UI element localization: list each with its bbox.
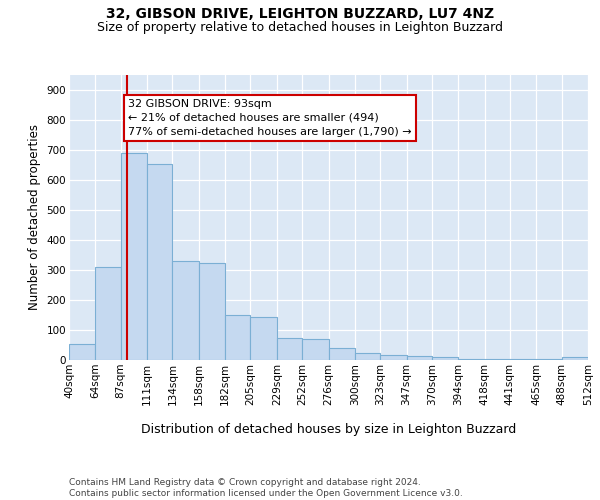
Bar [432, 357, 458, 360]
Bar [355, 352, 380, 360]
Bar [147, 164, 172, 360]
Text: Distribution of detached houses by size in Leighton Buzzard: Distribution of detached houses by size … [141, 422, 517, 436]
Bar [225, 315, 250, 360]
Bar [302, 339, 329, 360]
Bar [407, 356, 432, 360]
Bar [380, 354, 407, 360]
Text: Size of property relative to detached houses in Leighton Buzzard: Size of property relative to detached ho… [97, 21, 503, 34]
Bar [250, 316, 277, 360]
Y-axis label: Number of detached properties: Number of detached properties [28, 124, 41, 310]
Bar [458, 358, 485, 360]
Text: Contains HM Land Registry data © Crown copyright and database right 2024.
Contai: Contains HM Land Registry data © Crown c… [69, 478, 463, 498]
Bar [199, 262, 225, 360]
Bar [277, 338, 302, 360]
Bar [562, 357, 588, 360]
Bar [69, 344, 95, 360]
Bar [172, 261, 199, 360]
Bar [510, 359, 536, 360]
Bar [95, 267, 121, 360]
Text: 32, GIBSON DRIVE, LEIGHTON BUZZARD, LU7 4NZ: 32, GIBSON DRIVE, LEIGHTON BUZZARD, LU7 … [106, 8, 494, 22]
Text: 32 GIBSON DRIVE: 93sqm
← 21% of detached houses are smaller (494)
77% of semi-de: 32 GIBSON DRIVE: 93sqm ← 21% of detached… [128, 99, 412, 137]
Bar [485, 359, 510, 360]
Bar [121, 153, 147, 360]
Bar [329, 348, 355, 360]
